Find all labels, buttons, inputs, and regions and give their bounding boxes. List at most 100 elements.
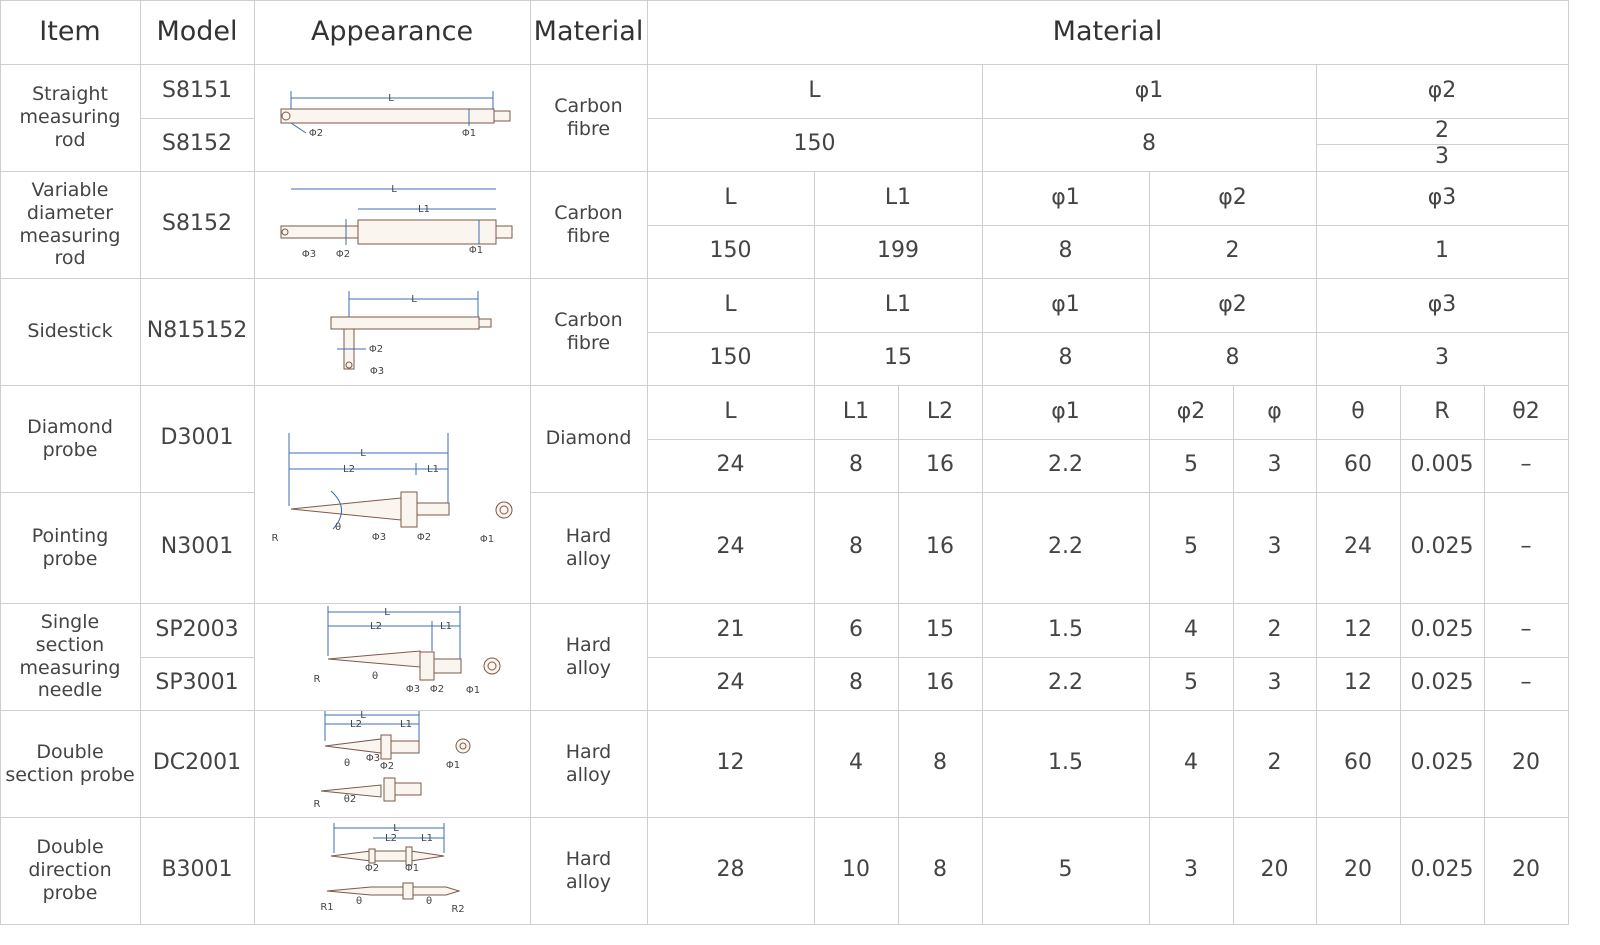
drawing-label: L: [391, 184, 397, 195]
model-cell: SP2003: [140, 603, 255, 658]
drawing-label: Φ1: [405, 863, 419, 874]
spec-table: Item Model Appearance Material Material Strai…: [0, 0, 1569, 925]
drawing-label: θ: [335, 522, 341, 533]
value-cell: 60: [1316, 438, 1401, 493]
value-cell: 8: [814, 656, 899, 711]
value-cell: 20: [1484, 817, 1569, 925]
drawing-label: Φ2: [309, 128, 323, 139]
param-header: L: [647, 385, 815, 440]
value-cell: 5: [1149, 438, 1234, 493]
model-cell: D3001: [140, 385, 255, 493]
item-cell: Variable diameter measuring rod: [0, 171, 141, 279]
param-header: φ1: [982, 278, 1150, 333]
value-cell: 24: [647, 656, 815, 711]
model-cell: DC2001: [140, 710, 255, 818]
param-header: L: [647, 171, 815, 226]
value-cell: 16: [898, 656, 983, 711]
material-cell: Carbon fibre: [530, 278, 648, 386]
drawing-label: L: [393, 823, 399, 834]
value-cell: 0.025: [1400, 710, 1485, 818]
value-cell: 199: [814, 224, 983, 279]
model-cell: S8152: [140, 171, 255, 279]
value-cell: 28: [647, 817, 815, 925]
value-cell: 1: [1316, 224, 1569, 279]
value-cell: 3: [1233, 438, 1317, 493]
appearance-cell: [254, 817, 531, 925]
drawing-variable-rod: L L1 Φ3 Φ2 Φ1: [280, 184, 513, 260]
drawing-label: Φ1: [462, 128, 476, 139]
drawing-label: Φ3: [302, 249, 316, 260]
value-cell: 0.025: [1400, 656, 1485, 711]
value-cell: 15: [898, 603, 983, 658]
appearance-cell: [254, 385, 531, 604]
appearance-cell: [254, 171, 531, 279]
drawing-single-section: L L2 L1 R θ Φ3 Φ2 Φ1: [314, 606, 501, 696]
appearance-drawings: L Φ2 Φ1 L L1 Φ3 Φ2 Φ1 L Φ2 Φ3 L L2 L1 R …: [272, 91, 513, 915]
drawing-label: Φ2: [336, 249, 350, 260]
header-cell: Model: [140, 0, 255, 65]
value-cell: –: [1484, 492, 1569, 604]
drawing-label: L1: [418, 204, 430, 215]
model-cell: B3001: [140, 817, 255, 925]
param-header: L1: [814, 171, 983, 226]
value-cell: 4: [814, 710, 899, 818]
value-cell: 10: [814, 817, 899, 925]
drawing-label: Φ2: [365, 863, 379, 874]
value-cell: 24: [647, 438, 815, 493]
item-cell: Single section measuring needle: [0, 603, 141, 711]
drawing-label: R1: [320, 902, 333, 913]
header-cell: Material: [647, 0, 1569, 65]
material-cell: Hard alloy: [530, 603, 648, 711]
drawing-label: L: [360, 710, 366, 721]
value-cell: 16: [898, 438, 983, 493]
value-cell: 2.2: [982, 492, 1150, 604]
value-cell: –: [1484, 603, 1569, 658]
drawing-diamond-probe: L L2 L1 R θ Φ3 Φ2 Φ1: [272, 433, 513, 545]
value-cell: 2: [1316, 117, 1569, 146]
param-header: θ2: [1484, 385, 1569, 440]
drawing-label: L2: [350, 719, 362, 730]
param-header: φ1: [982, 171, 1150, 226]
appearance-cell: [254, 64, 531, 172]
item-cell: Diamond probe: [0, 385, 141, 493]
item-cell: Pointing probe: [0, 492, 141, 604]
value-cell: 0.025: [1400, 492, 1485, 604]
value-cell: 12: [647, 710, 815, 818]
value-cell: 150: [647, 117, 983, 172]
value-cell: –: [1484, 656, 1569, 711]
value-cell: 2: [1233, 603, 1317, 658]
drawing-double-section: L L2 L1 θ Φ3 Φ2 Φ1 R θ2: [314, 710, 471, 810]
value-cell: 0.025: [1400, 603, 1485, 658]
value-cell: 0.005: [1400, 438, 1485, 493]
drawing-label: Φ1: [466, 685, 480, 696]
param-header: R: [1400, 385, 1485, 440]
value-cell: 20: [1316, 817, 1401, 925]
value-cell: 24: [1316, 492, 1401, 604]
drawing-label: Φ2: [369, 344, 383, 355]
model-cell: S8152: [140, 117, 255, 172]
drawing-label: L2: [370, 621, 382, 632]
drawing-label: Φ2: [430, 684, 444, 695]
drawing-label: L1: [421, 833, 433, 844]
drawing-label: L1: [400, 719, 412, 730]
value-cell: 2: [1233, 710, 1317, 818]
drawing-straight-rod: L Φ2 Φ1: [280, 91, 511, 139]
drawing-label: L2: [343, 464, 355, 475]
value-cell: 5: [982, 817, 1150, 925]
param-header: φ2: [1149, 278, 1317, 333]
value-cell: 21: [647, 603, 815, 658]
value-cell: 2.2: [982, 438, 1150, 493]
drawing-label: Φ1: [446, 760, 460, 771]
value-cell: 1.5: [982, 603, 1150, 658]
param-header: φ3: [1316, 278, 1569, 333]
value-cell: 3: [1233, 656, 1317, 711]
value-cell: 12: [1316, 656, 1401, 711]
value-cell: 12: [1316, 603, 1401, 658]
value-cell: 150: [647, 331, 815, 386]
drawing-label: L: [388, 93, 394, 104]
model-cell: N3001: [140, 492, 255, 604]
value-cell: 6: [814, 603, 899, 658]
item-cell: Double section probe: [0, 710, 141, 818]
value-cell: 150: [647, 224, 815, 279]
